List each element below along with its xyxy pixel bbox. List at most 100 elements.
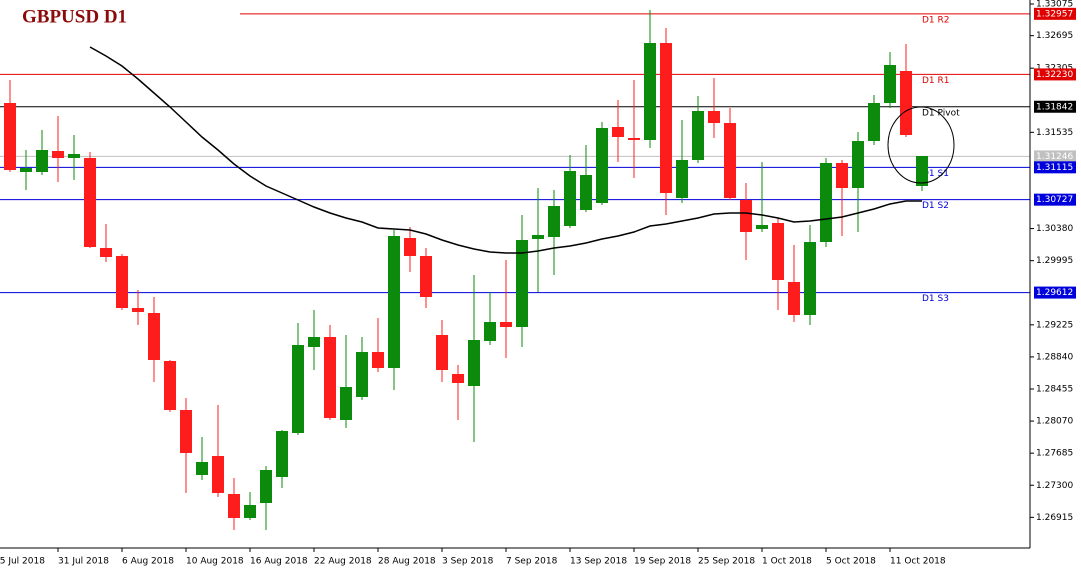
candle-body [100, 248, 112, 257]
candle-body [468, 340, 480, 386]
candle-body [788, 282, 800, 315]
candle-body [772, 223, 784, 280]
candle-body [756, 225, 768, 229]
y-tick-label: 1.27300 [1036, 481, 1073, 491]
candle-body [724, 123, 736, 198]
y-tick-label: 1.29995 [1036, 256, 1073, 266]
candle-body [900, 71, 912, 135]
y-tick-label: 1.30380 [1036, 224, 1073, 234]
candle-body [388, 236, 400, 368]
candle-body [868, 103, 880, 141]
x-tick-label: 7 Sep 2018 [506, 557, 558, 567]
candle-body [612, 127, 624, 137]
x-tick-label: 19 Sep 2018 [634, 557, 691, 567]
x-tick-label: 13 Sep 2018 [570, 557, 627, 567]
level-price: 1.29612 [1036, 288, 1073, 298]
candle-body [580, 175, 592, 210]
candle-body [836, 163, 848, 188]
x-tick-label: 3 Sep 2018 [442, 557, 494, 567]
candle-body [660, 43, 672, 193]
moving-average-line [89, 46, 922, 254]
level-price: 1.31842 [1036, 102, 1073, 112]
candle-body [804, 242, 816, 315]
candle-body [516, 240, 528, 327]
level-name: D1 R1 [922, 76, 950, 86]
x-tick-label: 1 Oct 2018 [762, 557, 812, 567]
y-tick-label: 1.26915 [1036, 513, 1073, 523]
candle-body [340, 387, 352, 420]
x-tick-label: 25 Sep 2018 [698, 557, 755, 567]
y-tick-label: 1.28070 [1036, 417, 1073, 427]
candle-body [532, 235, 544, 239]
candle-body [68, 154, 80, 158]
level-name: D1 R2 [922, 15, 950, 25]
candle-body [916, 156, 928, 186]
level-name: D1 S2 [922, 201, 949, 211]
candle-body [212, 456, 224, 493]
candle-body [164, 361, 176, 410]
candle-body [132, 308, 144, 312]
candle-body [148, 313, 160, 360]
candle-body [292, 345, 304, 433]
x-tick-label: 22 Aug 2018 [314, 557, 372, 567]
candle-body [116, 256, 128, 308]
candle-body [596, 128, 608, 203]
candle-body [4, 103, 16, 170]
x-tick-label: 11 Oct 2018 [890, 557, 946, 567]
level-price-box [1034, 286, 1076, 299]
candle-body [36, 150, 48, 172]
level-price-box [1034, 7, 1076, 20]
candle-body [676, 160, 688, 198]
y-tick-label: 1.32695 [1036, 31, 1073, 41]
y-tick-label: 1.31535 [1036, 128, 1073, 138]
candle-body [276, 431, 288, 477]
level-price-box [1034, 161, 1076, 174]
candle-body [740, 200, 752, 232]
level-name: D1 S3 [922, 294, 949, 304]
x-tick-label: 16 Aug 2018 [250, 557, 308, 567]
level-price: 1.32230 [1036, 70, 1073, 80]
plot-area: D1 R2 D1 R1 D1 Pivot D1 S1 D1 S2 D1 S3 [0, 10, 1030, 530]
candle-body [84, 158, 96, 247]
candle-body [852, 141, 864, 188]
circle-annotation [887, 106, 955, 184]
candle-body [244, 505, 256, 518]
candle-body [500, 322, 512, 327]
y-tick-label: 1.27685 [1036, 449, 1073, 459]
candle-body [548, 206, 560, 237]
chart-title: GBPUSD D1 [22, 6, 127, 27]
level-price: 1.32957 [1036, 9, 1073, 19]
candle-body [372, 352, 384, 368]
candle-body [436, 335, 448, 370]
candle-body [20, 168, 32, 172]
x-tick-label: 25 Jul 2018 [0, 557, 45, 567]
candle-body [564, 171, 576, 226]
x-tick-label: 6 Aug 2018 [122, 557, 174, 567]
level-price-box [1034, 68, 1076, 81]
level-price: 1.30727 [1036, 195, 1073, 205]
x-tick-label: 5 Oct 2018 [826, 557, 876, 567]
x-tick-label: 31 Jul 2018 [58, 557, 109, 567]
candle-body [820, 163, 832, 242]
level-price: 1.31115 [1036, 163, 1073, 173]
y-tick-label: 1.28840 [1036, 352, 1073, 362]
candle-body [260, 470, 272, 503]
candle-body [196, 462, 208, 475]
candle-body [52, 151, 64, 158]
candle-body [420, 256, 432, 297]
candle-body [484, 322, 496, 341]
candle-body [404, 238, 416, 256]
candle-body [884, 65, 896, 103]
candle-body [324, 337, 336, 418]
candle-body [628, 138, 640, 140]
candle-body [644, 43, 656, 140]
level-price-box [1034, 193, 1076, 206]
y-tick-label: 1.33075 [1036, 0, 1073, 10]
level-price-box [1034, 100, 1076, 113]
candle-body [356, 352, 368, 397]
candle-body [708, 111, 720, 123]
x-tick-label: 10 Aug 2018 [186, 557, 244, 567]
